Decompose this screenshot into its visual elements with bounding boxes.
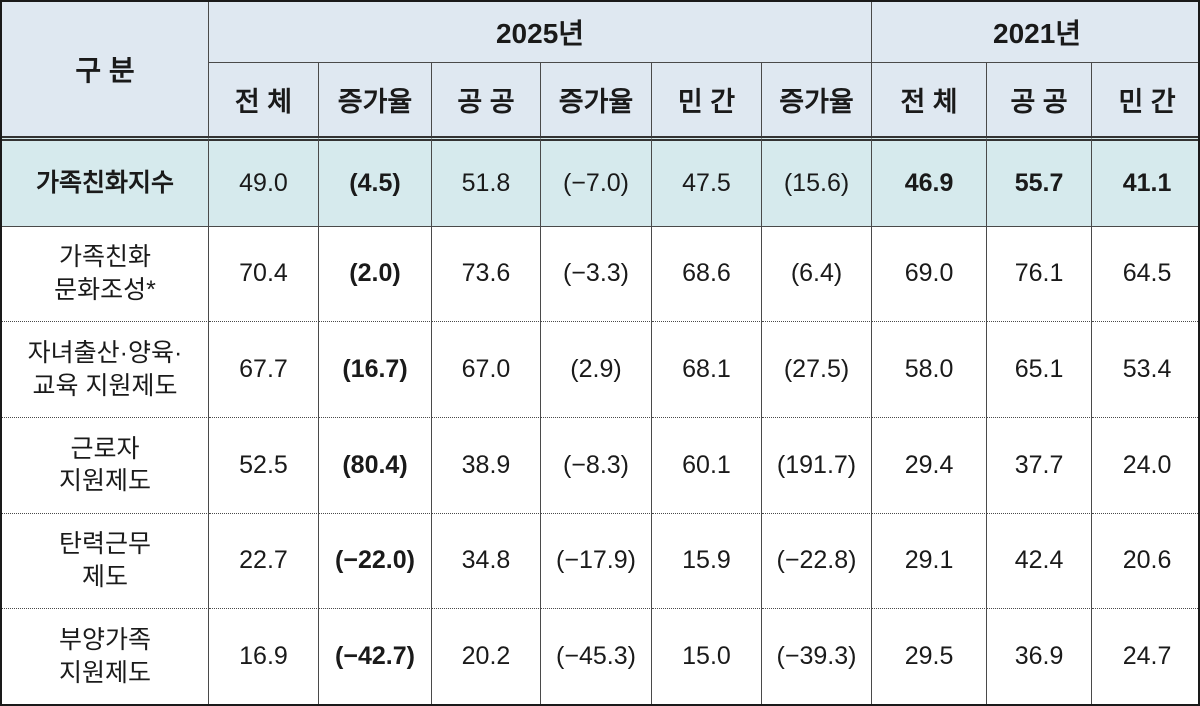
data-cell: 51.8 (432, 135, 541, 227)
data-cell: (−7.0) (541, 135, 652, 227)
data-cell: (15.6) (762, 135, 873, 227)
row-label: 가족친화 문화조성* (2, 226, 209, 323)
data-cell: 52.5 (209, 417, 319, 514)
group-header-2021: 2021년 (872, 2, 1198, 64)
data-cell: 37.7 (987, 417, 1093, 514)
data-cell: 29.1 (872, 513, 988, 610)
data-cell: 15.9 (652, 513, 762, 610)
row-label: 가족친화지수 (2, 135, 209, 227)
table-row: 탄력근무 제도 22.7 (−22.0) 34.8 (−17.9) 15.9 (… (2, 513, 1198, 610)
data-cell: 55.7 (987, 135, 1093, 227)
data-cell: 49.0 (209, 135, 319, 227)
table-row: 부양가족 지원제도 16.9 (−42.7) 20.2 (−45.3) 15.0… (2, 609, 1198, 704)
data-cell: 36.9 (987, 609, 1093, 704)
data-cell: 15.0 (652, 609, 762, 704)
data-cell: 42.4 (987, 513, 1093, 610)
column-header: 민 간 (652, 63, 762, 136)
data-cell: (−45.3) (541, 609, 652, 704)
table-row: 자녀출산·양육· 교육 지원제도 67.7 (16.7) 67.0 (2.9) … (2, 322, 1198, 418)
data-cell: (4.5) (319, 135, 432, 227)
data-cell: 20.2 (432, 609, 541, 704)
column-header: 전 체 (872, 63, 988, 136)
row-label: 부양가족 지원제도 (2, 609, 209, 704)
data-cell: (2.0) (319, 226, 432, 323)
data-cell: 29.5 (872, 609, 988, 704)
data-cell: (−39.3) (762, 609, 873, 704)
data-cell: 60.1 (652, 417, 762, 514)
data-cell: 68.1 (652, 322, 762, 418)
column-header: 전 체 (209, 63, 319, 136)
data-cell: 38.9 (432, 417, 541, 514)
group-header-2025: 2025년 (209, 2, 873, 64)
data-cell: 34.8 (432, 513, 541, 610)
table-row: 가족친화 문화조성* 70.4 (2.0) 73.6 (−3.3) 68.6 (… (2, 226, 1198, 323)
column-header: 증가율 (541, 63, 652, 136)
data-cell: (−3.3) (541, 226, 652, 323)
data-cell: 22.7 (209, 513, 319, 610)
data-cell: 16.9 (209, 609, 319, 704)
data-cell: (−17.9) (541, 513, 652, 610)
data-cell: (−22.0) (319, 513, 432, 610)
row-label: 탄력근무 제도 (2, 513, 209, 610)
data-cell: (−8.3) (541, 417, 652, 514)
data-cell: 64.5 (1092, 227, 1198, 323)
column-header: 증가율 (319, 63, 432, 136)
data-cell: 47.5 (652, 135, 762, 227)
data-cell: 70.4 (209, 226, 319, 323)
column-header: 민 간 (1092, 63, 1198, 136)
row-label: 자녀출산·양육· 교육 지원제도 (2, 322, 209, 418)
data-cell: 41.1 (1092, 135, 1198, 227)
data-cell: (27.5) (762, 322, 873, 418)
data-cell: (−22.8) (762, 513, 873, 610)
data-cell: (−42.7) (319, 609, 432, 704)
data-cell: 29.4 (872, 417, 988, 514)
data-cell: (16.7) (319, 322, 432, 418)
corner-header: 구 분 (2, 2, 209, 136)
data-cell: 68.6 (652, 226, 762, 323)
data-cell: 24.0 (1092, 418, 1198, 514)
data-cell: 73.6 (432, 226, 541, 323)
data-cell: (2.9) (541, 322, 652, 418)
table-row: 근로자 지원제도 52.5 (80.4) 38.9 (−8.3) 60.1 (1… (2, 417, 1198, 514)
data-cell: 58.0 (872, 322, 988, 418)
column-header: 공 공 (987, 63, 1093, 136)
data-cell: 46.9 (872, 135, 988, 227)
data-cell: 69.0 (872, 226, 988, 323)
data-cell: (80.4) (319, 417, 432, 514)
data-cell: 24.7 (1122, 642, 1172, 671)
data-cell: 53.4 (1092, 322, 1198, 418)
data-cell: (6.4) (762, 226, 873, 323)
data-cell: 67.7 (209, 322, 319, 418)
data-cell: 67.0 (432, 322, 541, 418)
data-cell: (191.7) (762, 417, 873, 514)
column-header: 공 공 (432, 63, 541, 136)
data-cell: 20.6 (1092, 514, 1198, 610)
data-cell: 65.1 (987, 322, 1093, 418)
row-label: 근로자 지원제도 (2, 417, 209, 514)
column-header: 증가율 (762, 63, 873, 136)
header-row-columns: 전 체 증가율 공 공 증가율 민 간 증가율 전 체 공 공 민 간 (2, 63, 1198, 136)
data-cell: 76.1 (987, 226, 1093, 323)
header-row-groups: 구 분 2025년 2021년 (2, 2, 1198, 136)
table-row-total-index: 가족친화지수 49.0 (4.5) 51.8 (−7.0) 47.5 (15.6… (2, 135, 1198, 227)
